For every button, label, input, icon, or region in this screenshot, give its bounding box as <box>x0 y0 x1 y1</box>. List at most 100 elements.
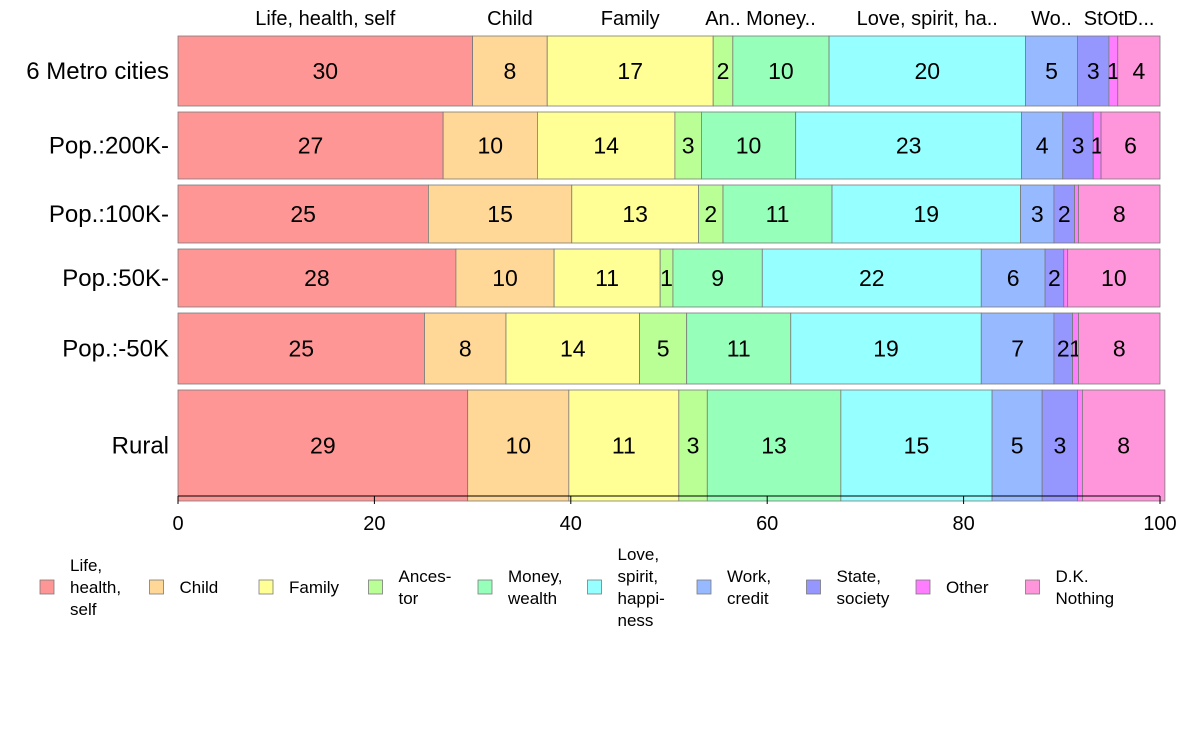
data-label: 7 <box>1011 336 1024 362</box>
data-label: 10 <box>768 58 794 84</box>
data-label: 3 <box>1072 133 1085 159</box>
bar-segment <box>732 35 830 107</box>
data-label: 8 <box>1113 336 1126 362</box>
top-segment-label: Child <box>487 8 533 30</box>
data-label: 15 <box>487 201 513 227</box>
data-label: 23 <box>896 133 922 159</box>
legend-label: Family <box>289 578 340 597</box>
top-segment-label: An.. <box>705 8 741 30</box>
bar-segment <box>1067 248 1161 308</box>
data-label: 2 <box>704 201 717 227</box>
bar-segment <box>790 312 982 385</box>
data-label: 14 <box>560 336 586 362</box>
data-label: 2 <box>717 58 730 84</box>
bar-segment <box>1078 184 1161 244</box>
data-label: 11 <box>612 433 636 459</box>
data-label: 6 <box>1007 265 1020 291</box>
legend-swatch <box>477 579 493 595</box>
legend-label: Child <box>180 578 219 597</box>
bar-segment <box>442 111 538 180</box>
legend-swatch <box>368 579 383 595</box>
top-segment-label: Love, spirit, ha.. <box>857 8 998 30</box>
bar-segment <box>828 35 1026 107</box>
data-label: 4 <box>1036 133 1049 159</box>
bar-segment <box>467 389 570 502</box>
data-label: 19 <box>873 336 899 362</box>
x-tick-label: 60 <box>756 513 778 535</box>
data-label: 8 <box>504 58 517 84</box>
top-segment-label: Money.. <box>746 8 816 30</box>
data-label: 8 <box>459 336 472 362</box>
legend-label: Life, health, self <box>70 556 121 619</box>
legend-swatch <box>258 579 274 595</box>
data-label: 13 <box>622 201 648 227</box>
legend-swatch <box>1025 579 1040 595</box>
data-label: 11 <box>727 336 751 362</box>
data-label: 8 <box>1117 433 1130 459</box>
top-segment-label: Life, health, self <box>255 8 396 30</box>
data-label: 1 <box>1107 58 1120 84</box>
bar-segment <box>1078 312 1161 385</box>
data-label: 1 <box>1091 133 1104 159</box>
bar-segment <box>177 111 444 180</box>
x-tick-label: 20 <box>363 513 385 535</box>
category-label: Rural <box>112 433 169 460</box>
data-label: 11 <box>595 265 619 291</box>
data-label: 10 <box>736 133 762 159</box>
bar-segment <box>1020 184 1055 244</box>
bar-segment <box>537 111 676 180</box>
data-label: 4 <box>1132 58 1145 84</box>
data-label: 19 <box>913 201 939 227</box>
data-label: 30 <box>313 58 339 84</box>
bar-segment <box>472 35 548 107</box>
data-label: 22 <box>859 265 885 291</box>
legend-label: Love, spirit, happi-ness <box>618 545 665 630</box>
data-label: 3 <box>1031 201 1044 227</box>
bar-segment <box>1063 248 1069 308</box>
top-segment-label: D... <box>1123 8 1154 30</box>
data-label: 10 <box>492 265 518 291</box>
data-label: 14 <box>593 133 619 159</box>
bar-segment <box>1025 35 1078 107</box>
bar-segment <box>1077 389 1083 502</box>
bar-segment <box>1062 111 1094 180</box>
legend-label: State, society <box>837 567 890 608</box>
data-label: 5 <box>1011 433 1024 459</box>
bar-segment <box>1021 111 1064 180</box>
data-label: 10 <box>477 133 503 159</box>
bar-segment <box>672 248 763 308</box>
bar-segment <box>831 184 1021 244</box>
data-label: 5 <box>1045 58 1058 84</box>
data-label: 1 <box>660 265 673 291</box>
bar-segment <box>686 312 792 385</box>
data-label: 13 <box>761 433 787 459</box>
bar-segment <box>1041 389 1078 502</box>
data-label: 5 <box>657 336 670 362</box>
bar-segment <box>505 312 640 385</box>
data-label: 10 <box>505 433 531 459</box>
category-label: Pop.:50K- <box>62 265 169 292</box>
bar-segment <box>455 248 555 308</box>
bar-segment <box>795 111 1022 180</box>
data-label: 29 <box>310 433 336 459</box>
data-label: 3 <box>682 133 695 159</box>
x-tick-label: 80 <box>952 513 974 535</box>
data-label: 2 <box>1058 201 1071 227</box>
data-label: 3 <box>1053 433 1066 459</box>
data-label: 10 <box>1101 265 1127 291</box>
bar-segment <box>177 184 429 244</box>
data-label: 2 <box>1057 336 1070 362</box>
data-label: 3 <box>687 433 700 459</box>
bar-segment <box>428 184 573 244</box>
bar-segment <box>424 312 507 385</box>
data-label: 17 <box>617 58 643 84</box>
bar-segment <box>698 184 724 244</box>
data-label: 25 <box>290 201 316 227</box>
bar-segment <box>1117 35 1161 107</box>
data-label: 11 <box>766 201 790 227</box>
bar-segment <box>701 111 797 180</box>
top-segment-label: Family <box>601 8 660 30</box>
legend-label: Ances-tor <box>399 567 452 608</box>
bar-segment <box>177 248 457 308</box>
